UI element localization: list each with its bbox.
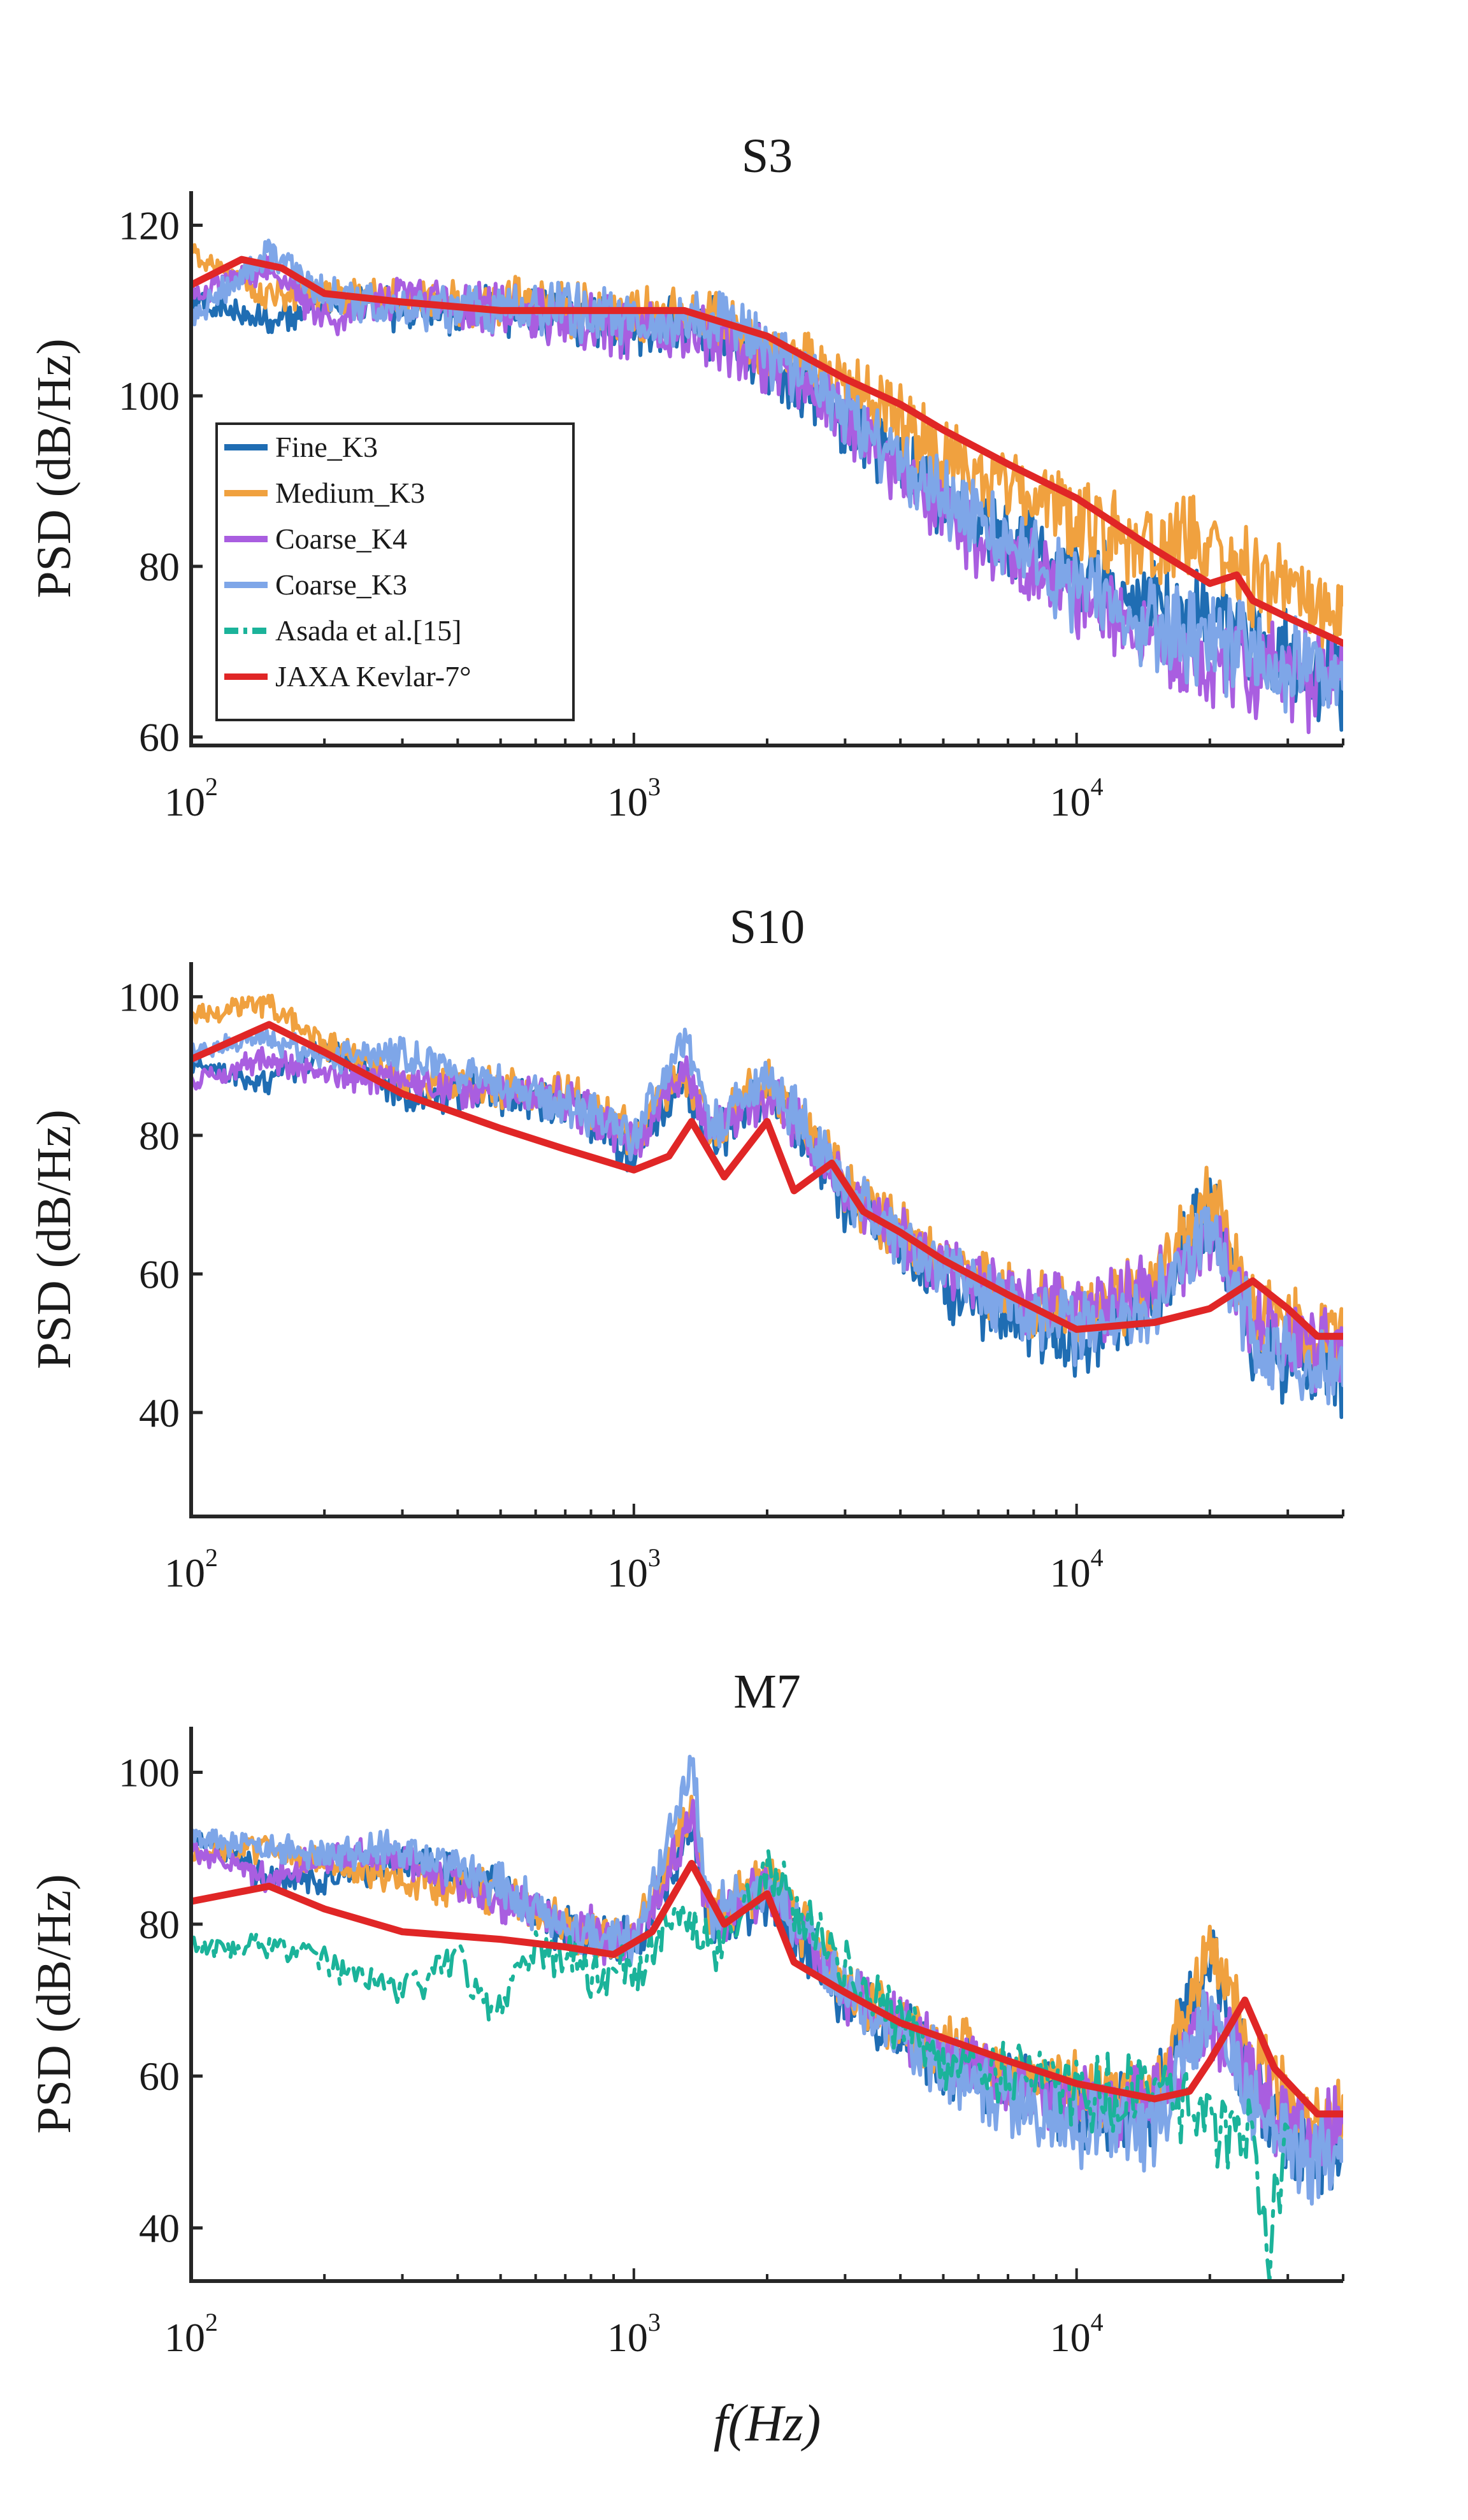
y-ticks-m7: 40 60 80 100 (119, 1750, 203, 2251)
axes-frame-s10 (189, 962, 1343, 1518)
panel-m7: M7 PSD (dB/Hz) 40 60 80 100 102 103 104 (27, 1665, 1344, 2360)
legend-item-coarse-k4: Coarse_K4 (224, 522, 407, 555)
x-ticks-m7: 102 103 104 (164, 2268, 1344, 2360)
y-tick-label: 40 (139, 1390, 180, 1436)
y-tick-label: 100 (119, 373, 180, 419)
y-tick-label: 60 (139, 715, 180, 760)
y-tick-label: 60 (139, 2054, 180, 2099)
y-tick-label: 100 (119, 1750, 180, 1796)
x-tick-label: 104 (1050, 772, 1104, 824)
legend-item-fine-k3: Fine_K3 (224, 431, 378, 463)
legend-label: Fine_K3 (275, 431, 378, 463)
legend-label: Coarse_K3 (275, 568, 407, 601)
y-tick-label: 120 (119, 203, 180, 248)
y-axis-label-s3: PSD (dB/Hz) (27, 338, 81, 598)
x-tick-label: 103 (607, 2308, 661, 2360)
panel-title-s3: S3 (742, 129, 793, 183)
y-axis-label-s10: PSD (dB/Hz) (27, 1109, 81, 1369)
x-tick-label: 102 (164, 1543, 218, 1595)
legend-label: Medium_K3 (275, 477, 425, 509)
legend-box (215, 422, 575, 721)
y-ticks-s3: 60 80 100 120 (119, 203, 203, 760)
panel-s10: S10 PSD (dB/Hz) 40 60 80 100 102 103 104 (27, 900, 1344, 1595)
x-tick-label: 102 (164, 772, 218, 824)
panel-title-s10: S10 (730, 900, 805, 954)
y-tick-label: 80 (139, 544, 180, 589)
x-tick-label: 103 (607, 772, 661, 824)
legend-item-medium-k3: Medium_K3 (224, 477, 425, 509)
legend-item-jaxa-kevlar-7: JAXA Kevlar-7° (224, 660, 471, 693)
axes-frame-m7 (189, 1727, 1343, 2283)
series-line-jaxa-kevlar-7-s3 (191, 256, 1343, 647)
x-tick-label: 104 (1050, 2308, 1104, 2360)
panel-title-m7: M7 (733, 1665, 801, 1718)
x-ticks-s3: 102 103 104 (164, 733, 1344, 824)
y-tick-label: 80 (139, 1902, 180, 1947)
y-ticks-s10: 40 60 80 100 (119, 974, 203, 1436)
y-tick-label: 80 (139, 1113, 180, 1158)
series-line-asada-et-al-15-m7 (191, 1848, 1290, 2281)
series-line-coarse-k3-s3 (191, 238, 1343, 714)
legend: Fine_K3 Medium_K3 Coarse_K4 Coarse_K3 Asada … (215, 422, 575, 721)
series-line-coarse-k4-s10 (191, 1046, 1343, 1393)
x-tick-label: 103 (607, 1543, 661, 1595)
x-axis-label: f(Hz) (714, 2394, 821, 2452)
plot-area-m7 (191, 1755, 1343, 2281)
legend-item-coarse-k3: Coarse_K3 (224, 568, 407, 601)
y-tick-label: 100 (119, 974, 180, 1019)
y-tick-label: 60 (139, 1251, 180, 1297)
y-axis-label-m7: PSD (dB/Hz) (27, 1874, 81, 2133)
x-tick-label: 102 (164, 2308, 218, 2360)
x-tick-label: 104 (1050, 1543, 1104, 1595)
panel-s3: S3 PSD (dB/Hz) 60 80 100 120 102 103 104 (27, 129, 1344, 824)
axes-frame-s3 (189, 191, 1343, 747)
plot-area-s3 (191, 238, 1343, 735)
series-line-coarse-k3-s10 (191, 1027, 1343, 1406)
series-line-jaxa-kevlar-7-m7 (191, 1860, 1343, 2118)
legend-label: JAXA Kevlar-7° (275, 660, 471, 693)
series-line-jaxa-kevlar-7-s10 (191, 1021, 1343, 1340)
legend-item-asada-et-al-15: Asada et al.[15] (224, 614, 462, 647)
legend-label: Asada et al.[15] (275, 614, 462, 647)
legend-label: Coarse_K4 (275, 522, 407, 555)
y-tick-label: 40 (139, 2206, 180, 2251)
plot-area-s10 (191, 993, 1343, 1420)
series-line-coarse-k3-m7 (191, 1755, 1343, 2206)
